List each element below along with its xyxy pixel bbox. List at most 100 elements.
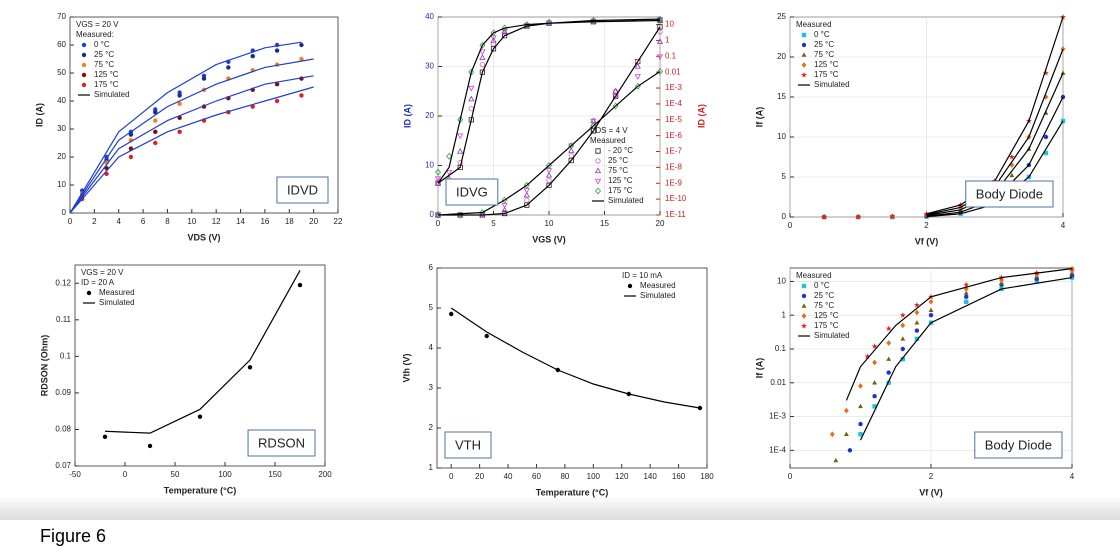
x-tick-label: 100	[587, 472, 601, 481]
legend-note: Measured	[590, 136, 626, 145]
marker	[523, 191, 530, 198]
marker	[468, 95, 475, 102]
panel-label-box	[965, 180, 1054, 208]
marker	[297, 282, 303, 288]
y-tick-label: 1E-4	[769, 445, 786, 454]
x-axis-label: Vf (V)	[919, 487, 943, 497]
marker	[546, 182, 552, 188]
legend-label: 25 °C	[608, 156, 628, 165]
x-tick-label: 2	[92, 217, 97, 226]
x-tick-label: 14	[236, 217, 245, 226]
y2-tick-label: 1E-9	[665, 178, 682, 187]
marker	[843, 431, 849, 436]
marker	[1060, 13, 1066, 20]
series-line	[437, 18, 661, 184]
marker	[801, 322, 807, 329]
legend-label: 75 °C	[814, 301, 834, 310]
panel-label: Body Diode	[985, 437, 1052, 452]
x-tick-label: 140	[643, 472, 657, 481]
y-tick-label: 0.07	[55, 461, 71, 470]
marker	[177, 101, 182, 107]
marker	[872, 380, 878, 385]
background-band	[0, 495, 1120, 520]
y-tick-label: 4	[429, 343, 434, 352]
marker	[900, 336, 906, 341]
marker	[568, 147, 575, 153]
series-line	[104, 270, 301, 434]
y-tick-label: 15	[777, 92, 786, 101]
y-tick-label: 0.1	[775, 344, 787, 353]
legend-label: - 20 °C	[608, 146, 633, 155]
marker	[801, 283, 807, 289]
marker	[595, 158, 601, 164]
x-tick-label: 2	[929, 472, 934, 481]
marker	[821, 213, 828, 220]
x-tick-label: 40	[504, 472, 513, 481]
marker	[1008, 153, 1015, 160]
x-tick-label: 20	[309, 217, 318, 226]
marker	[147, 443, 153, 449]
marker	[801, 71, 807, 78]
marker	[1060, 70, 1066, 75]
y2-tick-label: 1E-6	[665, 131, 682, 140]
y-tick-label: 6	[429, 263, 434, 272]
marker	[274, 98, 280, 104]
marker	[457, 133, 464, 140]
marker	[914, 320, 920, 325]
x-axis-label: Temperature (°C)	[164, 485, 236, 495]
y2-tick-label: 1E-5	[665, 115, 682, 124]
y-tick-label: 0.12	[55, 278, 71, 287]
x-tick-label: 2	[924, 221, 929, 230]
marker	[928, 313, 934, 318]
marker	[524, 197, 530, 203]
marker	[899, 312, 906, 318]
marker	[657, 67, 663, 75]
legend-label: 125 °C	[94, 70, 119, 79]
panel-label: IDVD	[287, 182, 318, 197]
marker	[1009, 172, 1015, 178]
marker	[657, 15, 663, 23]
y2-tick-label: 10	[665, 20, 674, 29]
y-tick-label: 0	[430, 210, 435, 219]
marker	[545, 171, 553, 178]
marker	[843, 407, 849, 414]
marker	[201, 76, 207, 81]
marker	[914, 309, 920, 316]
marker	[656, 38, 664, 44]
marker	[247, 365, 253, 370]
marker	[656, 54, 664, 61]
marker	[299, 42, 304, 48]
marker	[900, 356, 905, 362]
marker	[900, 322, 906, 329]
legend-label: 175 °C	[94, 80, 119, 89]
marker	[1069, 265, 1075, 272]
marker	[801, 52, 807, 57]
x-tick-label: 5	[491, 219, 496, 228]
y-tick-label: 0	[782, 212, 787, 221]
legend-note: Measured:	[76, 30, 114, 39]
legend-label: Simulated	[640, 291, 676, 300]
y-axis-label: Vth (V)	[401, 354, 411, 383]
x-tick-label: -50	[69, 470, 81, 479]
x-tick-label: 16	[260, 217, 269, 226]
marker	[1043, 69, 1049, 76]
marker	[847, 448, 853, 453]
y2-tick-label: 0.01	[665, 67, 681, 76]
marker	[963, 290, 969, 295]
caption: Figure 6	[40, 526, 106, 546]
marker	[590, 118, 597, 125]
y-tick-label: 0.01	[770, 378, 786, 387]
x-tick-label: 0	[68, 217, 73, 226]
marker	[1043, 134, 1049, 140]
x-tick-label: 4	[1061, 221, 1066, 230]
marker	[449, 311, 454, 317]
legend-note: ID = 20 A	[81, 278, 115, 287]
y-tick-label: 10	[425, 161, 434, 170]
x-tick-label: 4	[117, 217, 122, 226]
legend-label: 25 °C	[814, 291, 834, 300]
marker	[872, 394, 877, 399]
x-tick-label: 0	[788, 472, 793, 481]
marker	[801, 62, 807, 68]
marker	[801, 293, 807, 299]
marker	[546, 177, 552, 183]
